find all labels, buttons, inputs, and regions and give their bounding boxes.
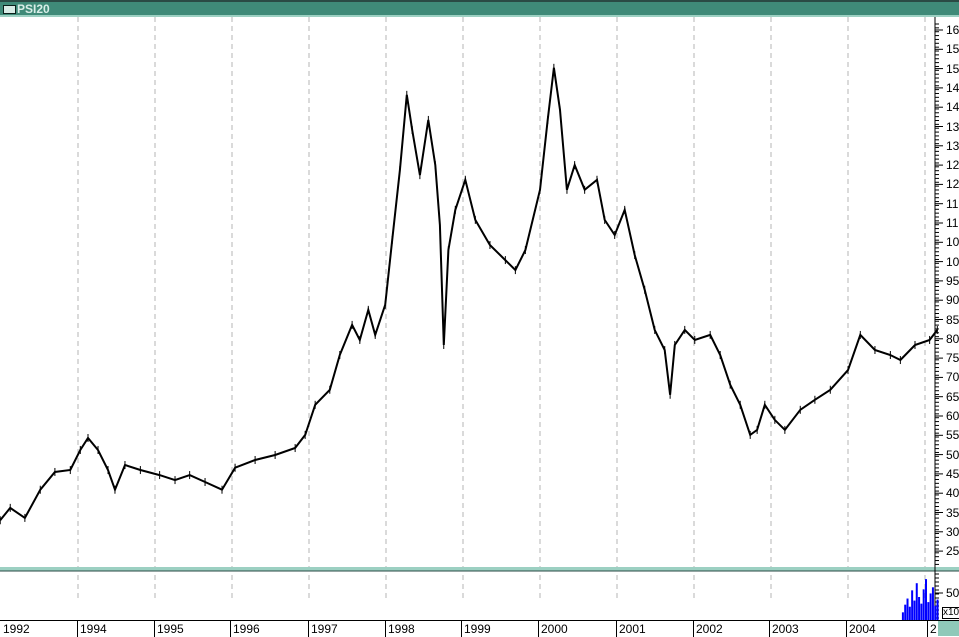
y-tick-label: 3000 (946, 525, 959, 538)
y-tick-label: 5500 (946, 429, 959, 442)
y-tick-label: 2500 (946, 545, 959, 558)
y-tick-label: 13500 (946, 120, 959, 133)
x-tick-label: 1998 (388, 622, 415, 636)
volume-bar (918, 597, 921, 620)
y-tick-label: 8000 (946, 332, 959, 345)
volume-y-tick-label: 500 (946, 587, 959, 599)
x-tick-separator (230, 621, 231, 637)
y-tick-label: 12000 (946, 178, 959, 191)
volume-bar (922, 589, 925, 620)
volume-bar (906, 598, 909, 620)
volume-bar (934, 605, 937, 620)
x-tick-label: 2 (930, 622, 937, 636)
y-tick-label: 16000 (946, 24, 959, 36)
x-tick-label: 1992 (3, 622, 30, 636)
y-tick-label: 6500 (946, 390, 959, 403)
x-tick-separator (77, 621, 78, 637)
volume-bar (904, 604, 907, 620)
window-icon[interactable] (3, 5, 16, 14)
window-title: PSI20 (17, 2, 50, 16)
y-tick-label: 9500 (946, 274, 959, 287)
volume-multiplier-label: x100 (942, 607, 959, 619)
panel-separator (0, 567, 959, 571)
price-chart (0, 17, 959, 620)
x-tick-label: 1996 (233, 622, 260, 636)
y-tick-label: 4500 (946, 467, 959, 480)
x-axis: 1992 1994 1995 1996 1997 1998 1999 2000 2001 2002… (0, 620, 959, 637)
volume-bar (913, 600, 916, 620)
x-tick-label: 2004 (849, 622, 876, 636)
volume-bar (908, 606, 911, 620)
x-tick-separator (154, 621, 155, 637)
axis-corner-button[interactable] (938, 621, 959, 636)
x-tick-label: 1999 (464, 622, 491, 636)
y-tick-label: 6000 (946, 410, 959, 422)
y-tick-label: 15000 (946, 62, 959, 75)
y-tick-label: 10000 (946, 255, 959, 268)
y-tick-label: 3500 (946, 506, 959, 519)
y-tick-label: 14500 (946, 81, 959, 94)
x-tick-separator (769, 621, 770, 637)
volume-bar (915, 583, 918, 620)
volume-bar (927, 602, 930, 620)
y-tick-label: 5000 (946, 448, 959, 461)
volume-bar (920, 603, 923, 620)
x-tick-separator (616, 621, 617, 637)
volume-bar (911, 590, 914, 620)
y-tick-label: 8500 (946, 313, 959, 326)
volume-bar (925, 579, 927, 620)
x-tick-separator (927, 621, 928, 637)
x-tick-label: 2000 (541, 622, 568, 636)
x-tick-separator (461, 621, 462, 637)
y-tick-label: 7500 (946, 352, 959, 365)
volume-bar (936, 599, 939, 620)
x-tick-label: 2003 (772, 622, 799, 636)
window-titlebar: PSI20 (0, 0, 959, 17)
volume-bar (901, 612, 904, 620)
y-tick-label: 4000 (946, 487, 959, 500)
x-tick-label: 2002 (696, 622, 723, 636)
x-tick-separator (385, 621, 386, 637)
x-tick-separator (693, 621, 694, 637)
x-tick-label: 1997 (311, 622, 338, 636)
volume-bar (931, 587, 934, 620)
y-tick-label: 10500 (946, 236, 959, 249)
price-series-line (0, 67, 939, 521)
x-tick-label: 1994 (80, 622, 107, 636)
y-tick-label: 13000 (946, 139, 959, 152)
volume-bar (929, 593, 932, 620)
y-tick-label: 11000 (946, 217, 959, 229)
y-tick-label: 9000 (946, 294, 959, 307)
x-tick-separator (308, 621, 309, 637)
x-tick-separator (846, 621, 847, 637)
y-tick-label: 12500 (946, 159, 959, 172)
y-tick-label: 11500 (946, 197, 959, 210)
y-tick-label: 14000 (946, 101, 959, 114)
y-tick-label: 7000 (946, 371, 959, 384)
x-tick-separator (538, 621, 539, 637)
y-tick-label: 15500 (946, 43, 959, 56)
x-tick-label: 1995 (157, 622, 184, 636)
x-tick-label: 2001 (619, 622, 646, 636)
